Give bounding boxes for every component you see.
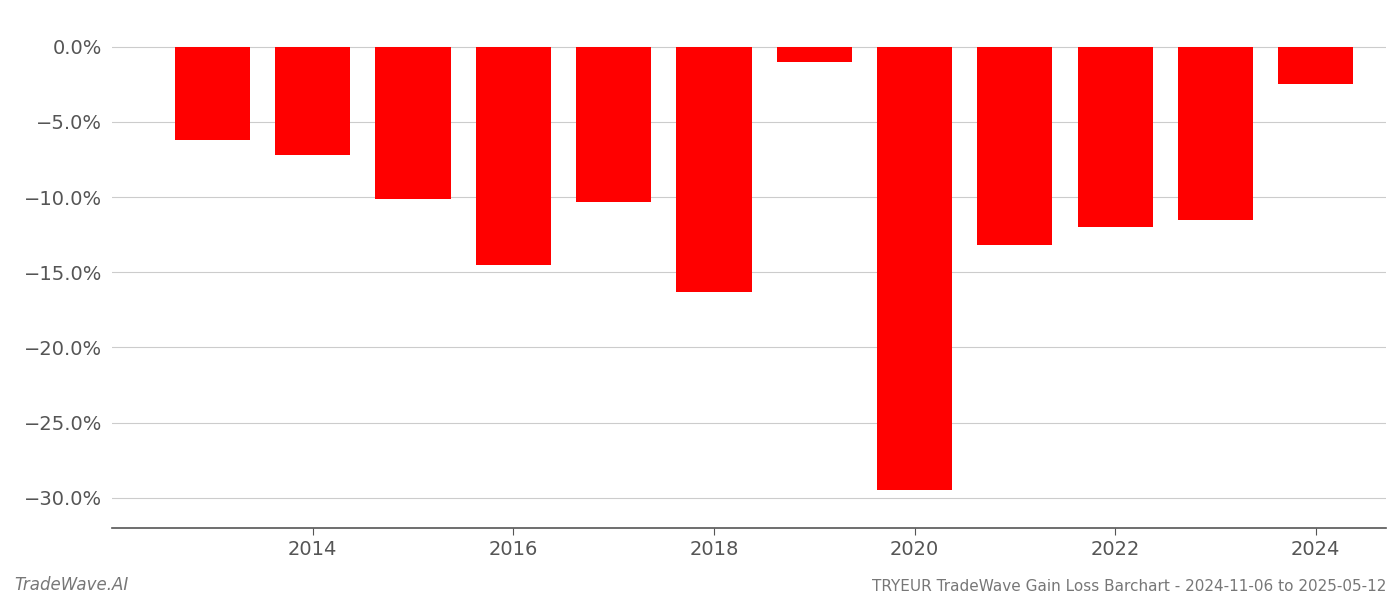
Bar — [676, 47, 752, 292]
Bar — [876, 47, 952, 490]
Bar — [375, 47, 451, 199]
Bar — [175, 47, 251, 140]
Bar — [1278, 47, 1354, 84]
Bar — [777, 47, 851, 62]
Bar — [1078, 47, 1152, 227]
Bar — [274, 47, 350, 155]
Text: TRYEUR TradeWave Gain Loss Barchart - 2024-11-06 to 2025-05-12: TRYEUR TradeWave Gain Loss Barchart - 20… — [872, 579, 1386, 594]
Bar — [476, 47, 550, 265]
Text: TradeWave.AI: TradeWave.AI — [14, 576, 129, 594]
Bar — [1177, 47, 1253, 220]
Bar — [575, 47, 651, 202]
Bar — [977, 47, 1053, 245]
